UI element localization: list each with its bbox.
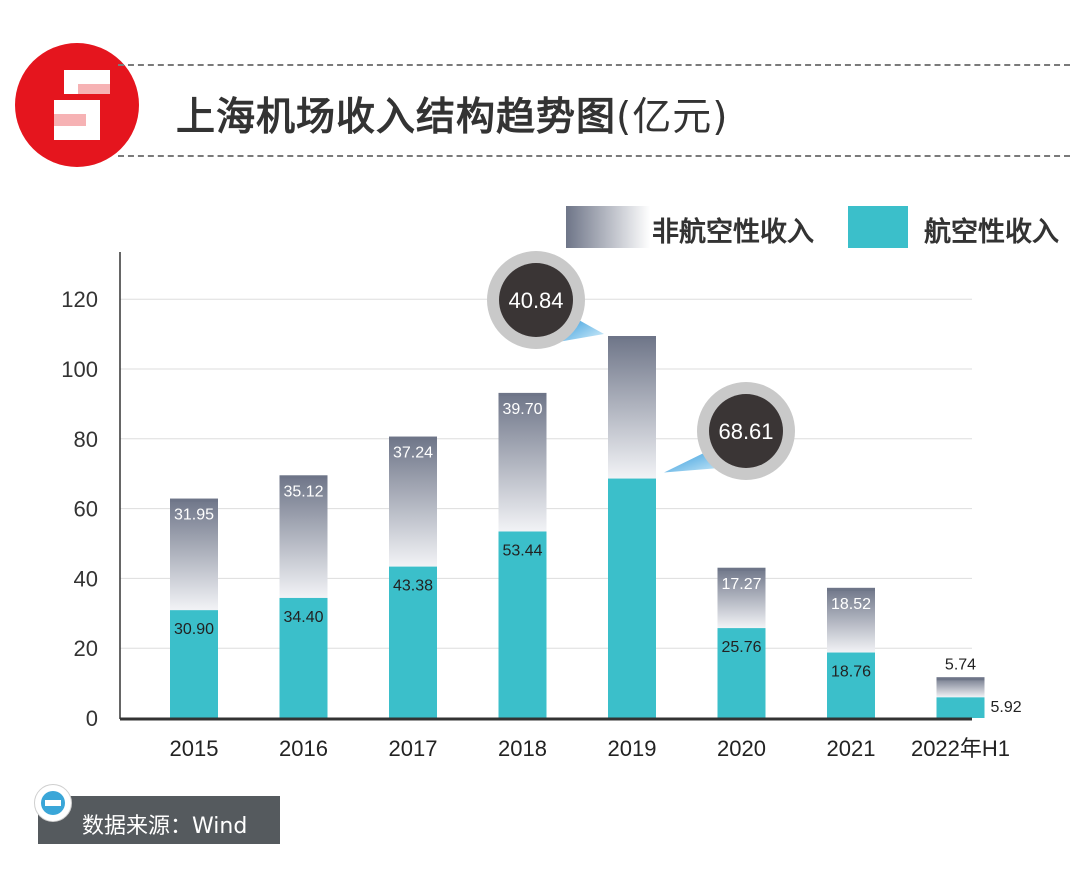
title-text: 上海机场收入结构趋势图 (176, 95, 617, 140)
bar-non-aero-cap (498, 392, 547, 396)
bar-non-aero (827, 587, 875, 653)
data-label-aero: 18.76 (831, 664, 871, 681)
bar-non-aero (608, 336, 656, 479)
shanghai-observer-logo-icon (15, 43, 139, 167)
bar-aero (608, 478, 656, 718)
data-label-non-aero: 17.27 (721, 576, 761, 593)
bar-non-aero-cap (936, 677, 985, 681)
bar-non-aero-cap (389, 436, 437, 440)
data-label-aero: 53.44 (502, 542, 542, 559)
y-tick-label: 20 (74, 636, 98, 661)
bar-aero (498, 531, 547, 718)
bar-non-aero-cap (608, 336, 656, 340)
data-label-non-aero: 37.24 (393, 445, 433, 462)
y-tick-label: 60 (74, 497, 98, 522)
x-tick-label: 2018 (498, 736, 547, 761)
bar-non-aero (389, 436, 437, 567)
bar-aero (279, 597, 328, 718)
source-text: 数据来源：Wind (82, 814, 248, 839)
bar-aero (936, 697, 985, 718)
header-top-divider (118, 64, 1070, 66)
bar-non-aero-cap (827, 587, 875, 591)
x-tick-label: 2020 (717, 736, 766, 761)
data-label-non-aero: 31.95 (174, 507, 214, 524)
bar-aero (389, 566, 437, 718)
callout-label-non-aero: 40.84 (508, 288, 563, 313)
x-tick-label: 2022年H1 (911, 736, 1010, 761)
x-tick-label: 2017 (389, 736, 438, 761)
x-tick-label: 2016 (279, 736, 328, 761)
legend-label-non-aero: 非航空性收入 (652, 217, 814, 248)
callout-bubble-non-aero (499, 263, 573, 337)
title-unit: (亿元) (616, 95, 729, 140)
legend-swatch-aero (848, 206, 908, 248)
y-tick-label: 100 (61, 357, 98, 382)
y-tick-label: 40 (74, 566, 98, 591)
data-label-aero: 43.38 (393, 578, 433, 595)
page-title: 上海机场收入结构趋势图(亿元) (176, 86, 728, 142)
data-label-non-aero: 5.74 (945, 656, 976, 673)
bar-non-aero-cap (717, 567, 766, 571)
bar-aero (827, 652, 875, 718)
x-tick-label: 2021 (827, 736, 876, 761)
source-box (38, 796, 280, 844)
data-label-aero: 5.92 (991, 699, 1022, 716)
data-label-non-aero: 18.52 (831, 596, 871, 613)
bar-non-aero (498, 392, 547, 532)
bar-non-aero (717, 567, 766, 629)
legend-label-aero: 航空性收入 (924, 217, 1059, 248)
header-bottom-divider (118, 155, 1070, 157)
y-tick-label: 120 (61, 287, 98, 312)
bar-aero (170, 610, 218, 718)
y-tick-label: 0 (86, 706, 98, 731)
data-label-aero: 34.40 (283, 609, 323, 626)
info-icon-bar (45, 800, 61, 806)
callout-bubble-aero (709, 394, 783, 468)
bar-aero (717, 628, 766, 718)
bar-non-aero (936, 677, 985, 698)
bar-non-aero-cap (279, 475, 328, 479)
bar-non-aero-cap (170, 498, 218, 502)
bar-non-aero (170, 498, 218, 611)
legend-swatch-non-aero (566, 206, 650, 248)
callout-label-aero: 68.61 (718, 419, 773, 444)
bar-non-aero (279, 475, 328, 598)
x-tick-label: 2015 (170, 736, 219, 761)
data-label-aero: 25.76 (721, 639, 761, 656)
data-label-non-aero: 35.12 (283, 483, 323, 500)
data-label-non-aero: 39.70 (502, 401, 542, 418)
x-tick-label: 2019 (608, 736, 657, 761)
y-tick-label: 80 (74, 427, 98, 452)
data-label-aero: 30.90 (174, 621, 214, 638)
